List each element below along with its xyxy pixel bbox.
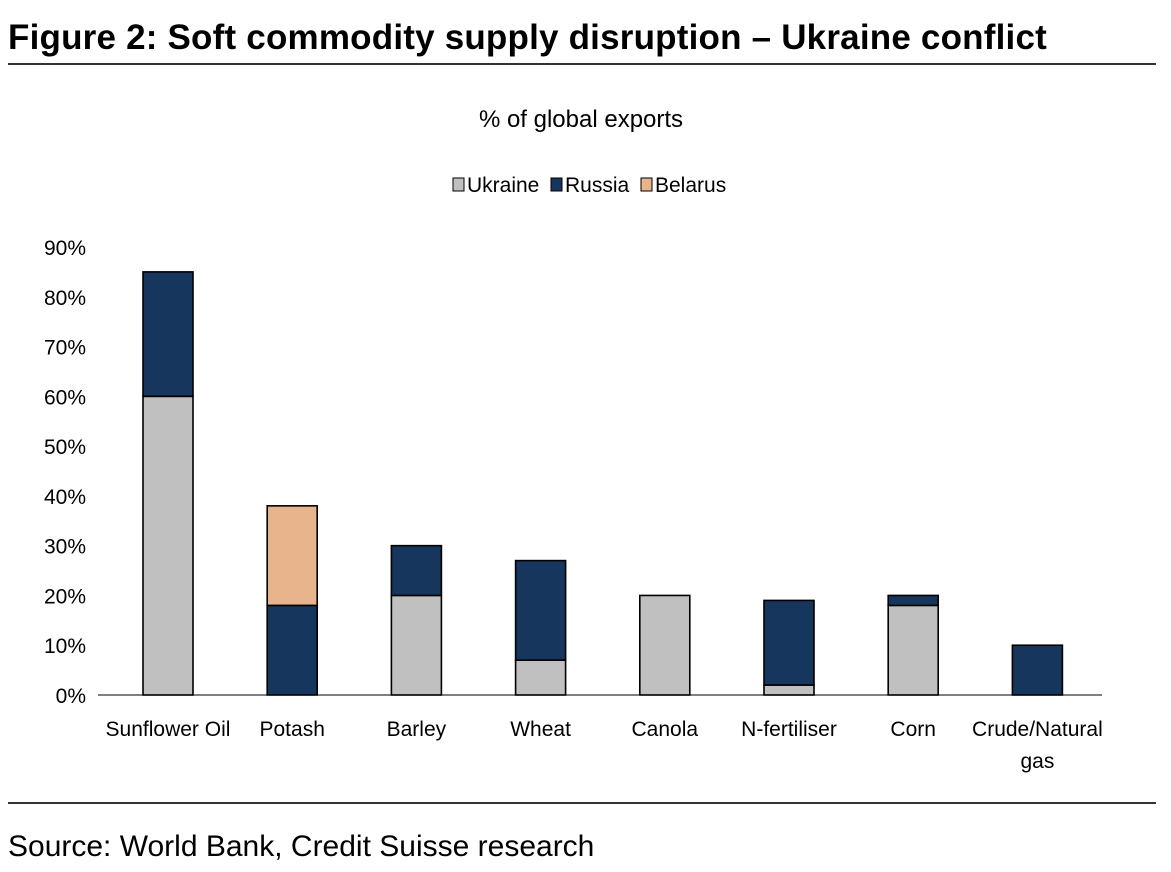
source-note: Source: World Bank, Credit Suisse resear… — [8, 830, 595, 863]
source-divider — [8, 802, 1156, 804]
legend-label-russia: Russia — [565, 174, 630, 197]
x-tick-label-barley: Barley — [387, 718, 447, 741]
x-tick-label-canola: Canola — [632, 718, 699, 741]
bar-n-fertiliser-russia — [763, 599, 815, 686]
bar-corn-ukraine — [887, 604, 940, 696]
bar-wheat-russia — [514, 559, 567, 661]
y-tick-label: 70% — [44, 337, 86, 360]
bar-potash-russia — [266, 604, 319, 696]
bar-sunflower-oil-russia — [142, 271, 194, 398]
y-tick-label: 30% — [44, 536, 86, 559]
bar-sunflower-oil-ukraine — [142, 395, 194, 696]
y-tick-label: 20% — [44, 585, 86, 608]
bar-crude-natural-gas-russia — [1011, 644, 1064, 696]
x-tick-label-potash: Potash — [260, 718, 325, 741]
x-tick-label-sunflower-oil: Sunflower Oil — [106, 718, 231, 741]
legend-swatch-belarus — [640, 177, 653, 192]
x-tick-label-wheat: Wheat — [510, 718, 571, 741]
x-tick-label-corn: Corn — [890, 718, 936, 741]
stacked-bar-chart: % of global exports Ukraine Russia Belarus… — [44, 106, 1103, 773]
bar-barley-ukraine — [390, 594, 443, 696]
legend-label-belarus: Belarus — [655, 174, 726, 197]
x-tick-label-crude-natural-gas: gas — [1020, 750, 1054, 773]
y-tick-label: 60% — [44, 386, 86, 409]
chart-title: % of global exports — [479, 106, 683, 133]
bar-corn-russia — [887, 594, 940, 607]
y-axis: 0% 10% 20% 30% 40% 50% 60% 70% 80% 90% — [44, 237, 86, 708]
x-tick-label-crude-natural-gas: Crude/Natural — [972, 718, 1103, 741]
x-tick-label-n-fertiliser: N-fertiliser — [741, 718, 837, 741]
y-tick-label: 10% — [44, 635, 86, 658]
bars — [142, 271, 1064, 696]
y-tick-label: 40% — [44, 486, 86, 509]
bar-n-fertiliser-ukraine — [763, 684, 815, 696]
legend: Ukraine Russia Belarus — [452, 174, 726, 197]
bar-canola-ukraine — [638, 594, 691, 696]
bar-wheat-ukraine — [514, 659, 567, 696]
bar-barley-russia — [390, 544, 443, 597]
y-tick-label: 90% — [44, 237, 86, 260]
title-divider — [8, 63, 1156, 65]
legend-swatch-russia — [550, 177, 563, 192]
y-tick-label: 0% — [56, 685, 86, 708]
y-tick-label: 80% — [44, 287, 86, 310]
figure-title: Figure 2: Soft commodity supply disrupti… — [8, 18, 1047, 57]
y-tick-label: 50% — [44, 436, 86, 459]
legend-swatch-ukraine — [452, 177, 465, 192]
x-axis: Sunflower Oil Potash Barley Wheat Canola N-fe… — [98, 694, 1103, 773]
bar-potash-belarus — [266, 505, 319, 607]
legend-label-ukraine: Ukraine — [467, 174, 539, 197]
